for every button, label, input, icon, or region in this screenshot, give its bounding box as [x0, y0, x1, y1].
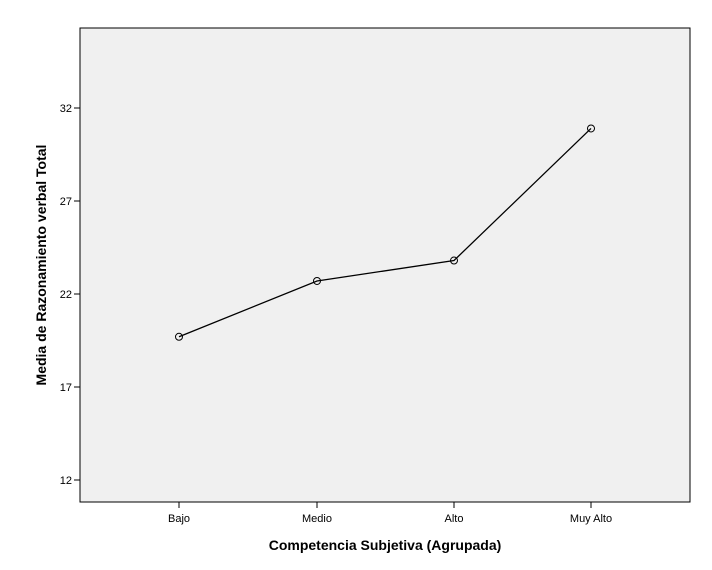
- data-point-marker: [587, 124, 595, 133]
- data-point-marker: [313, 276, 321, 285]
- x-tick-label: Alto: [445, 513, 464, 525]
- x-axis-title: Competencia Subjetiva (Agrupada): [269, 537, 502, 553]
- x-tick-label: Medio: [302, 513, 332, 525]
- y-tick-label: 17: [60, 382, 72, 394]
- y-tick-label: 12: [60, 475, 72, 487]
- data-point-marker: [175, 332, 183, 341]
- y-tick-label: 27: [60, 196, 72, 208]
- y-tick-label: 22: [60, 289, 72, 301]
- x-tick-label: Bajo: [168, 513, 190, 525]
- y-axis: 12 17 22 27 32: [60, 103, 80, 487]
- x-axis: Bajo Medio Alto Muy Alto: [168, 502, 612, 525]
- plot-area: [79, 27, 691, 503]
- data-point-marker: [450, 256, 458, 265]
- x-tick-label: Muy Alto: [570, 513, 612, 525]
- y-axis-title: Media de Razonamiento verbal Total: [33, 145, 49, 386]
- y-tick-label: 32: [60, 103, 72, 115]
- series-line: [178, 127, 592, 338]
- data-series: [175, 124, 595, 341]
